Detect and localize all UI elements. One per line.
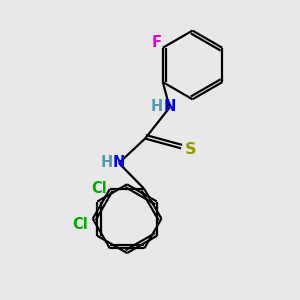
Text: F: F [152,35,161,50]
Text: Cl: Cl [72,217,88,232]
Text: N: N [164,99,176,114]
Text: H: H [100,154,112,169]
Text: Cl: Cl [92,182,107,196]
Text: N: N [113,154,125,169]
Text: S: S [184,142,196,157]
Text: H: H [151,99,163,114]
